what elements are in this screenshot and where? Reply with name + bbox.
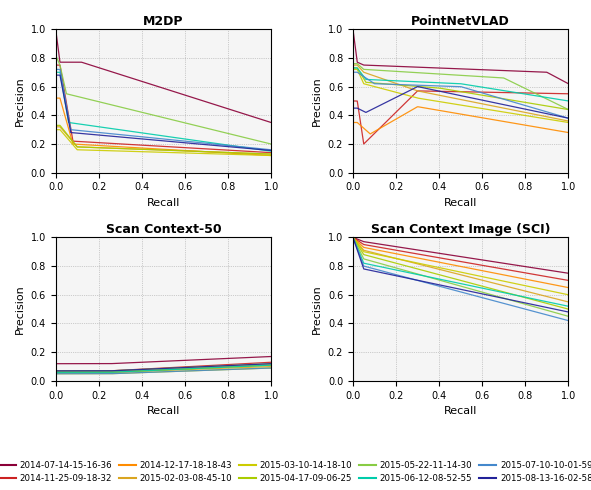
Title: Scan Context-50: Scan Context-50: [106, 223, 221, 236]
Title: M2DP: M2DP: [143, 15, 184, 28]
Y-axis label: Precision: Precision: [15, 284, 25, 334]
Title: Scan Context Image (SCI): Scan Context Image (SCI): [371, 223, 550, 236]
Y-axis label: Precision: Precision: [15, 76, 25, 126]
Title: PointNetVLAD: PointNetVLAD: [411, 15, 510, 28]
X-axis label: Recall: Recall: [444, 406, 478, 416]
Legend: 2014-07-14-15-16-36, 2014-11-25-09-18-32, 2014-12-17-18-18-43, 2015-02-03-08-45-: 2014-07-14-15-16-36, 2014-11-25-09-18-32…: [0, 458, 591, 486]
Y-axis label: Precision: Precision: [312, 76, 322, 126]
X-axis label: Recall: Recall: [444, 198, 478, 208]
Y-axis label: Precision: Precision: [312, 284, 322, 334]
X-axis label: Recall: Recall: [147, 198, 180, 208]
X-axis label: Recall: Recall: [147, 406, 180, 416]
